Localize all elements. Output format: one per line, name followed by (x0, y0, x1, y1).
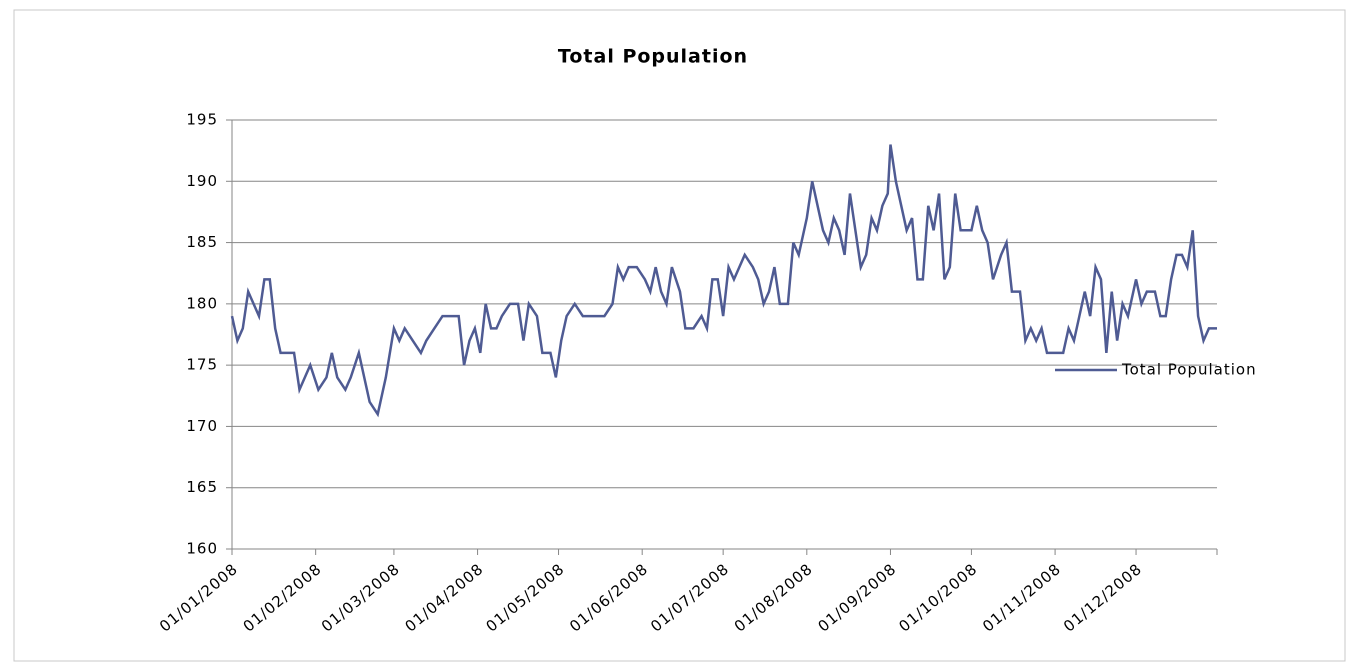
y-tick-label: 165 (186, 478, 218, 496)
y-tick-label: 180 (186, 294, 218, 312)
line-series (230, 144, 1217, 418)
legend-label: Total Population (1121, 361, 1257, 379)
y-tick-label: 160 (186, 540, 218, 558)
y-tick-label: 175 (186, 356, 218, 374)
y-tick-label: 190 (186, 172, 218, 190)
y-tick-label: 195 (186, 111, 218, 129)
chart-title: Total Population (558, 46, 748, 68)
y-tick-label: 170 (186, 417, 218, 435)
y-tick-label: 185 (186, 233, 218, 251)
chart-frame (13, 9, 1346, 662)
